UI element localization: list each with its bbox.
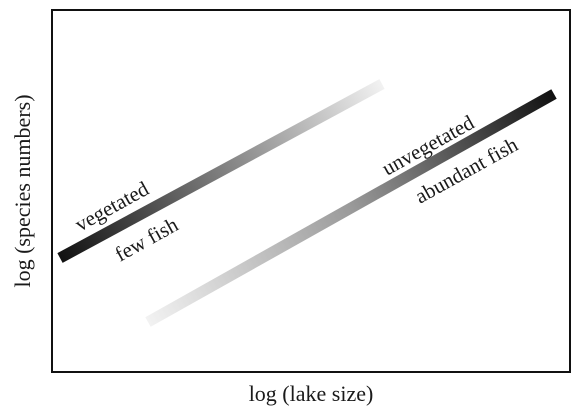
x-axis-title: log (lake size) [249,381,374,406]
unvegetated-line [145,89,557,327]
plot-frame [51,9,571,373]
vegetated-line [57,79,385,263]
y-axis-title: log (species numbers) [10,94,35,287]
